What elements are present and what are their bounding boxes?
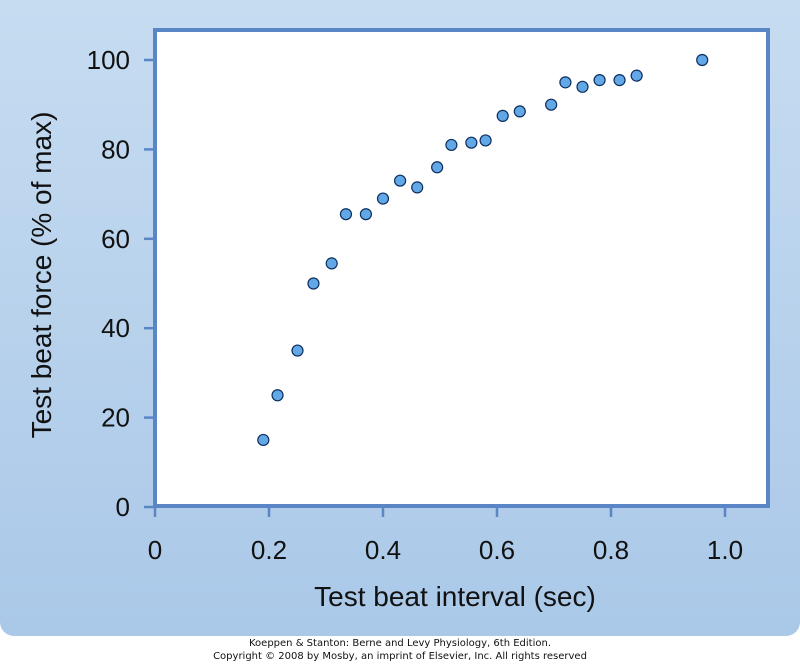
y-axis-ticks: 0 20 40 60 80 100 [87,45,155,522]
data-point [291,344,304,357]
data-point [465,136,478,149]
data-point [257,433,270,447]
data-points [257,53,709,447]
data-point [394,174,407,187]
data-point [630,69,643,82]
data-point [545,98,558,111]
data-point [431,161,444,174]
x-tick-label: 0.6 [479,535,515,565]
data-point [307,277,320,290]
y-tick-label: 0 [116,492,130,522]
data-point [445,138,458,152]
y-tick-label: 80 [101,134,130,164]
x-axis-label: Test beat interval (sec) [314,581,596,612]
y-tick-label: 20 [101,403,130,433]
data-point [696,53,709,67]
y-tick-label: 40 [101,313,130,343]
data-point [513,105,526,118]
x-axis-ticks: 0 0.2 0.4 0.6 0.8 1.0 [148,506,743,565]
x-tick-label: 0 [148,535,162,565]
x-tick-label: 0.2 [251,535,287,565]
credit-line-2: Copyright © 2008 by Mosby, an imprint of… [213,651,587,662]
data-point [325,257,338,270]
y-tick-label: 60 [101,224,130,254]
data-point [359,208,372,221]
y-axis-label: Test beat force (% of max) [26,112,57,439]
data-point [376,192,390,205]
data-point [411,181,424,194]
x-tick-label: 0.8 [593,535,629,565]
data-point [496,109,509,122]
data-point [339,208,353,221]
data-point [559,76,572,89]
data-point [271,389,284,402]
data-point [593,74,606,87]
plot-area-frame [153,28,770,508]
data-point [479,134,492,147]
x-tick-label: 1.0 [707,535,743,565]
y-tick-label: 100 [87,45,130,75]
credit-line-1: Koeppen & Stanton: Berne and Levy Physio… [249,638,551,649]
data-point [613,74,626,87]
x-tick-label: 0.4 [365,535,401,565]
data-point [576,80,589,93]
